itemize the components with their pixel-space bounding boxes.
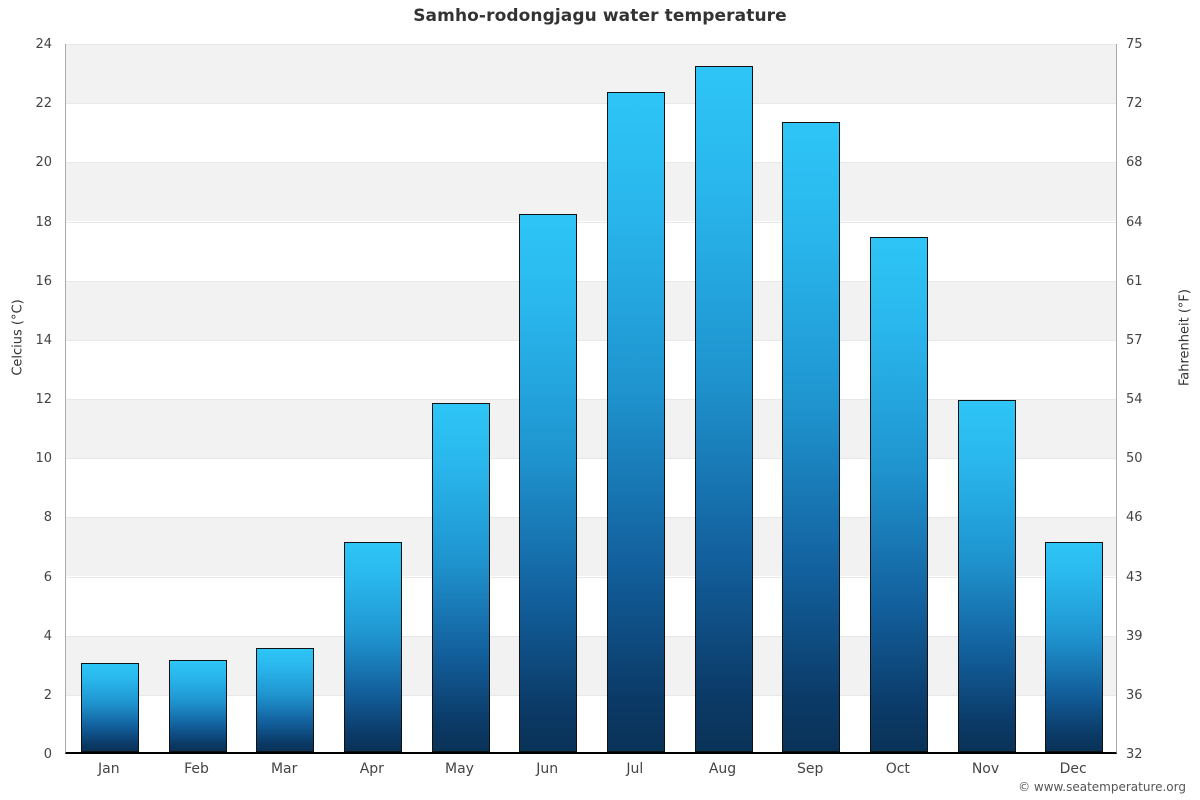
x-axis-tick-label: Nov — [971, 761, 1000, 777]
gridline — [66, 694, 1116, 696]
y-axis-right-tick-label: 61 — [1126, 273, 1143, 289]
y-axis-left-tick-label: 18 — [35, 214, 52, 230]
y-axis-right-title: Fahrenheit (°F) — [1177, 289, 1193, 386]
gridline — [66, 221, 1116, 223]
bar-jun[interactable] — [519, 213, 578, 752]
gridline — [66, 399, 1116, 400]
y-axis-right-tick-label: 57 — [1126, 332, 1143, 348]
attribution-text: © www.seatemperature.org — [1018, 780, 1186, 794]
y-axis-right-tick-label: 75 — [1126, 37, 1143, 52]
y-axis-right-tick-label: 39 — [1126, 628, 1143, 644]
background-band — [66, 517, 1116, 577]
x-axis-tick-label: Aug — [708, 761, 737, 777]
x-axis-tick-label: Jan — [98, 761, 120, 777]
x-axis-tick-label: Jul — [626, 761, 644, 777]
bar-may[interactable] — [431, 402, 490, 752]
x-axis-tick-label: Mar — [270, 761, 298, 777]
background-band — [66, 399, 1116, 459]
y-axis-left-tick-label: 0 — [43, 747, 52, 762]
y-axis-left-title: Celcius (°C) — [10, 299, 26, 376]
y-axis-left-tick-label: 24 — [35, 37, 52, 52]
chart-title: Samho-rodongjagu water temperature — [413, 6, 787, 26]
y-axis-left-tick-label: 22 — [35, 96, 52, 112]
y-axis-right-tick-label: 54 — [1126, 392, 1143, 407]
bar-oct[interactable] — [869, 237, 928, 752]
y-axis-right-tick-label: 43 — [1126, 569, 1143, 585]
bar-sep[interactable] — [782, 121, 841, 752]
background-band — [66, 162, 1116, 222]
gridline — [66, 635, 1116, 637]
y-axis-right-tick-label: 36 — [1126, 687, 1143, 703]
gridline — [66, 458, 1116, 460]
gridline — [66, 280, 1116, 282]
y-axis-right-tick-label: 32 — [1126, 747, 1143, 762]
background-band — [66, 280, 1116, 340]
x-axis-tick-label: Oct — [885, 761, 910, 777]
x-axis-tick-label: Dec — [1059, 761, 1087, 777]
x-axis-tick-label: Apr — [359, 761, 384, 777]
bar-mar[interactable] — [256, 648, 315, 752]
gridline — [66, 162, 1116, 164]
x-axis-tick-label: Jun — [536, 761, 559, 777]
y-axis-right-tick-label: 46 — [1126, 510, 1143, 526]
bar-jan[interactable] — [80, 663, 139, 752]
bar-feb[interactable] — [168, 660, 227, 752]
y-axis-left-tick-label: 14 — [35, 332, 52, 348]
bar-dec[interactable] — [1045, 541, 1104, 752]
x-axis-tick-label: Feb — [184, 761, 209, 777]
gridline — [66, 576, 1116, 578]
gridline — [66, 44, 1116, 45]
y-axis-left-tick-label: 16 — [35, 273, 52, 289]
y-axis-left-tick-label: 20 — [35, 155, 52, 171]
x-axis-tick-label: May — [445, 761, 474, 777]
gridline — [66, 339, 1116, 341]
x-axis-tick-label: Sep — [796, 761, 824, 777]
y-axis-left-tick-label: 2 — [43, 687, 52, 703]
background-band — [66, 635, 1116, 695]
plot-area — [65, 44, 1117, 754]
y-axis-left-tick-label: 10 — [35, 451, 52, 467]
y-axis-left-tick-label: 12 — [35, 392, 52, 407]
y-axis-right-tick-label: 50 — [1126, 451, 1143, 467]
bar-aug[interactable] — [694, 65, 753, 752]
gridline — [66, 103, 1116, 105]
y-axis-right-tick-label: 64 — [1126, 214, 1143, 230]
y-axis-right-tick-label: 72 — [1126, 96, 1143, 112]
background-band — [66, 44, 1116, 104]
y-axis-left-tick-label: 4 — [43, 628, 52, 644]
y-axis-right-tick-label: 68 — [1126, 155, 1143, 171]
bar-apr[interactable] — [343, 541, 402, 752]
y-axis-left-tick-label: 8 — [43, 510, 52, 526]
bar-nov[interactable] — [957, 399, 1016, 752]
bar-jul[interactable] — [606, 92, 665, 752]
y-axis-left-tick-label: 6 — [43, 569, 52, 585]
bars-layer — [66, 44, 1116, 752]
gridline — [66, 517, 1116, 519]
